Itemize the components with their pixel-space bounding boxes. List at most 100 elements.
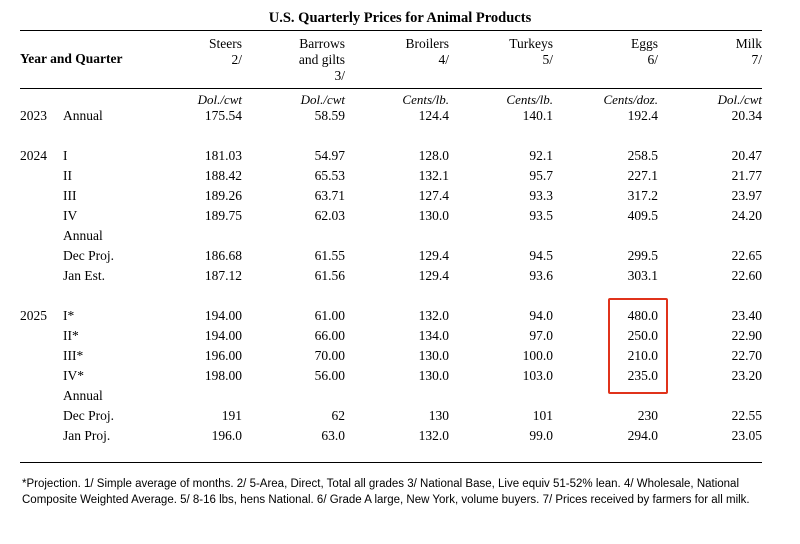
row-label: Annual <box>63 108 103 123</box>
table-cell: 62 <box>331 408 346 423</box>
table-cell: 103.0 <box>522 368 553 383</box>
column-header-note: 7/ <box>751 52 762 67</box>
column-header-name: Barrows <box>299 36 345 51</box>
table-cell: 21.77 <box>731 168 762 183</box>
table-cell: 294.0 <box>627 428 658 443</box>
table-cell: 130 <box>428 408 449 423</box>
table-cell: 132.1 <box>418 168 449 183</box>
table-cell: 227.1 <box>627 168 658 183</box>
column-header-note: 5/ <box>542 52 553 67</box>
table-cell: 210.0 <box>627 348 658 363</box>
table-cell: 23.20 <box>731 368 762 383</box>
column-header-note: 2/ <box>231 52 242 67</box>
table-cell: 22.70 <box>731 348 762 363</box>
table-cell: 23.40 <box>731 308 762 323</box>
row-label: Annual <box>63 228 103 243</box>
table-cell: 299.5 <box>627 248 658 263</box>
table-title: U.S. Quarterly Prices for Animal Product… <box>268 10 532 26</box>
row-year: 2023 <box>20 108 47 123</box>
column-header-name: Broilers <box>405 36 450 51</box>
row-label: III* <box>63 348 84 363</box>
row-label: Dec Proj. <box>63 248 114 263</box>
table-cell: 124.4 <box>418 108 449 123</box>
row-label: Jan Est. <box>63 268 105 283</box>
top-rule <box>20 30 762 31</box>
table-cell: 134.0 <box>418 328 449 343</box>
table-cell: 189.75 <box>204 208 242 223</box>
column-header-name: Turkeys <box>509 36 553 51</box>
table-cell: 175.54 <box>204 108 242 123</box>
table-cell: 56.00 <box>314 368 345 383</box>
table-cell: 94.0 <box>529 308 553 323</box>
table-cell: 20.34 <box>731 108 762 123</box>
column-header-name: Steers <box>209 36 242 51</box>
row-label: Dec Proj. <box>63 408 114 423</box>
table-cell: 188.42 <box>204 168 242 183</box>
row-label: I* <box>63 308 75 323</box>
table-cell: 235.0 <box>627 368 658 383</box>
table-cell: 132.0 <box>418 308 449 323</box>
table-cell: 250.0 <box>627 328 658 343</box>
table-cell: 22.65 <box>731 248 762 263</box>
table-cell: 409.5 <box>627 208 658 223</box>
table-cell: 95.7 <box>529 168 553 183</box>
footnote: *Projection. 1/ Simple average of months… <box>22 478 750 506</box>
column-header-note: 3/ <box>334 68 345 83</box>
table-cell: 101 <box>532 408 553 423</box>
table-cell: 198.00 <box>204 368 242 383</box>
table-cell: 92.1 <box>529 148 553 163</box>
column-unit: Cents/lb. <box>506 92 553 107</box>
column-unit: Dol./cwt <box>300 92 345 107</box>
table-cell: 65.53 <box>314 168 345 183</box>
table-cell: 99.0 <box>529 428 553 443</box>
table-cell: 22.90 <box>731 328 762 343</box>
table-cell: 54.97 <box>314 148 345 163</box>
table-cell: 94.5 <box>529 248 553 263</box>
table-cell: 63.0 <box>321 428 345 443</box>
header-rule <box>20 88 762 89</box>
column-header-name-line2: and gilts <box>298 52 345 67</box>
table-cell: 132.0 <box>418 428 449 443</box>
table-cell: 303.1 <box>627 268 658 283</box>
column-unit: Dol./cwt <box>717 92 762 107</box>
table-cell: 93.3 <box>529 188 553 203</box>
table-cell: 127.4 <box>418 188 449 203</box>
eggs-2025-highlight-box <box>608 298 668 394</box>
table-cell: 191 <box>221 408 242 423</box>
table-cell: 70.00 <box>314 348 345 363</box>
table-cell: 192.4 <box>627 108 658 123</box>
table-cell: 22.60 <box>731 268 762 283</box>
table-cell: 480.0 <box>627 308 658 323</box>
row-year: 2025 <box>20 308 47 323</box>
row-label: I <box>63 148 68 163</box>
table-cell: 100.0 <box>522 348 553 363</box>
table-cell: 61.56 <box>314 268 345 283</box>
table-cell: 194.00 <box>204 328 242 343</box>
row-year: 2024 <box>20 148 47 163</box>
table-cell: 129.4 <box>418 268 449 283</box>
row-label: IV <box>63 208 78 223</box>
row-label: Jan Proj. <box>63 428 111 443</box>
bottom-rule <box>20 462 762 463</box>
table-cell: 23.05 <box>731 428 762 443</box>
row-label: II <box>63 168 72 183</box>
row-label: Annual <box>63 388 103 403</box>
table-cell: 186.68 <box>204 248 242 263</box>
table-cell: 58.59 <box>314 108 345 123</box>
table-cell: 66.00 <box>314 328 345 343</box>
table-cell: 130.0 <box>418 208 449 223</box>
table-cell: 61.00 <box>314 308 345 323</box>
table-cell: 130.0 <box>418 368 449 383</box>
table-cell: 187.12 <box>204 268 242 283</box>
table-cell: 22.55 <box>731 408 762 423</box>
column-header-note: 6/ <box>647 52 658 67</box>
row-header: Year and Quarter <box>20 51 123 66</box>
table-cell: 140.1 <box>522 108 553 123</box>
table-cell: 129.4 <box>418 248 449 263</box>
table-cell: 181.03 <box>204 148 242 163</box>
table-cell: 196.0 <box>211 428 242 443</box>
table-cell: 258.5 <box>627 148 658 163</box>
column-header-name: Eggs <box>631 36 658 51</box>
table-cell: 97.0 <box>529 328 553 343</box>
column-header-note: 4/ <box>438 52 449 67</box>
